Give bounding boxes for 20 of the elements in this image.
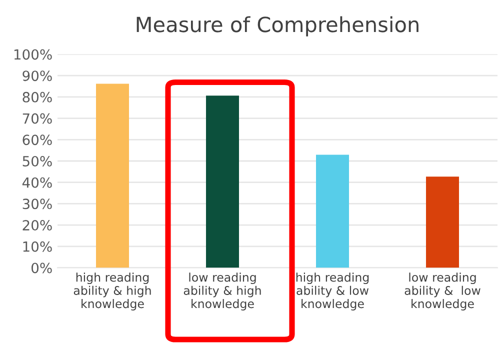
- x-tick-label: high reading ability & high knowledge: [74, 272, 151, 310]
- y-tick-label: 50%: [22, 156, 52, 166]
- bar: [96, 84, 129, 268]
- bar: [206, 96, 239, 268]
- y-tick-label: 100%: [14, 49, 52, 60]
- y-tick-label: 20%: [22, 220, 52, 231]
- y-tick-label: 10%: [23, 241, 52, 252]
- bar: [426, 176, 459, 268]
- y-tick-label: 0%: [32, 262, 52, 274]
- y-tick-label: 80%: [22, 92, 52, 102]
- chart-title: Measure of Comprehension: [136, 16, 418, 36]
- x-tick-label: low reading ability & low knowledge: [404, 272, 480, 310]
- y-tick-label: 70%: [22, 113, 52, 124]
- y-tick-label: 90%: [22, 70, 52, 82]
- bar: [316, 154, 349, 268]
- x-tick-label: low reading ability & high knowledge: [184, 272, 261, 310]
- x-tick-label: high reading ability & low knowledge: [296, 272, 369, 310]
- y-tick-label: 30%: [22, 198, 52, 210]
- y-tick-label: 40%: [22, 177, 52, 188]
- y-tick-label: 60%: [22, 134, 52, 146]
